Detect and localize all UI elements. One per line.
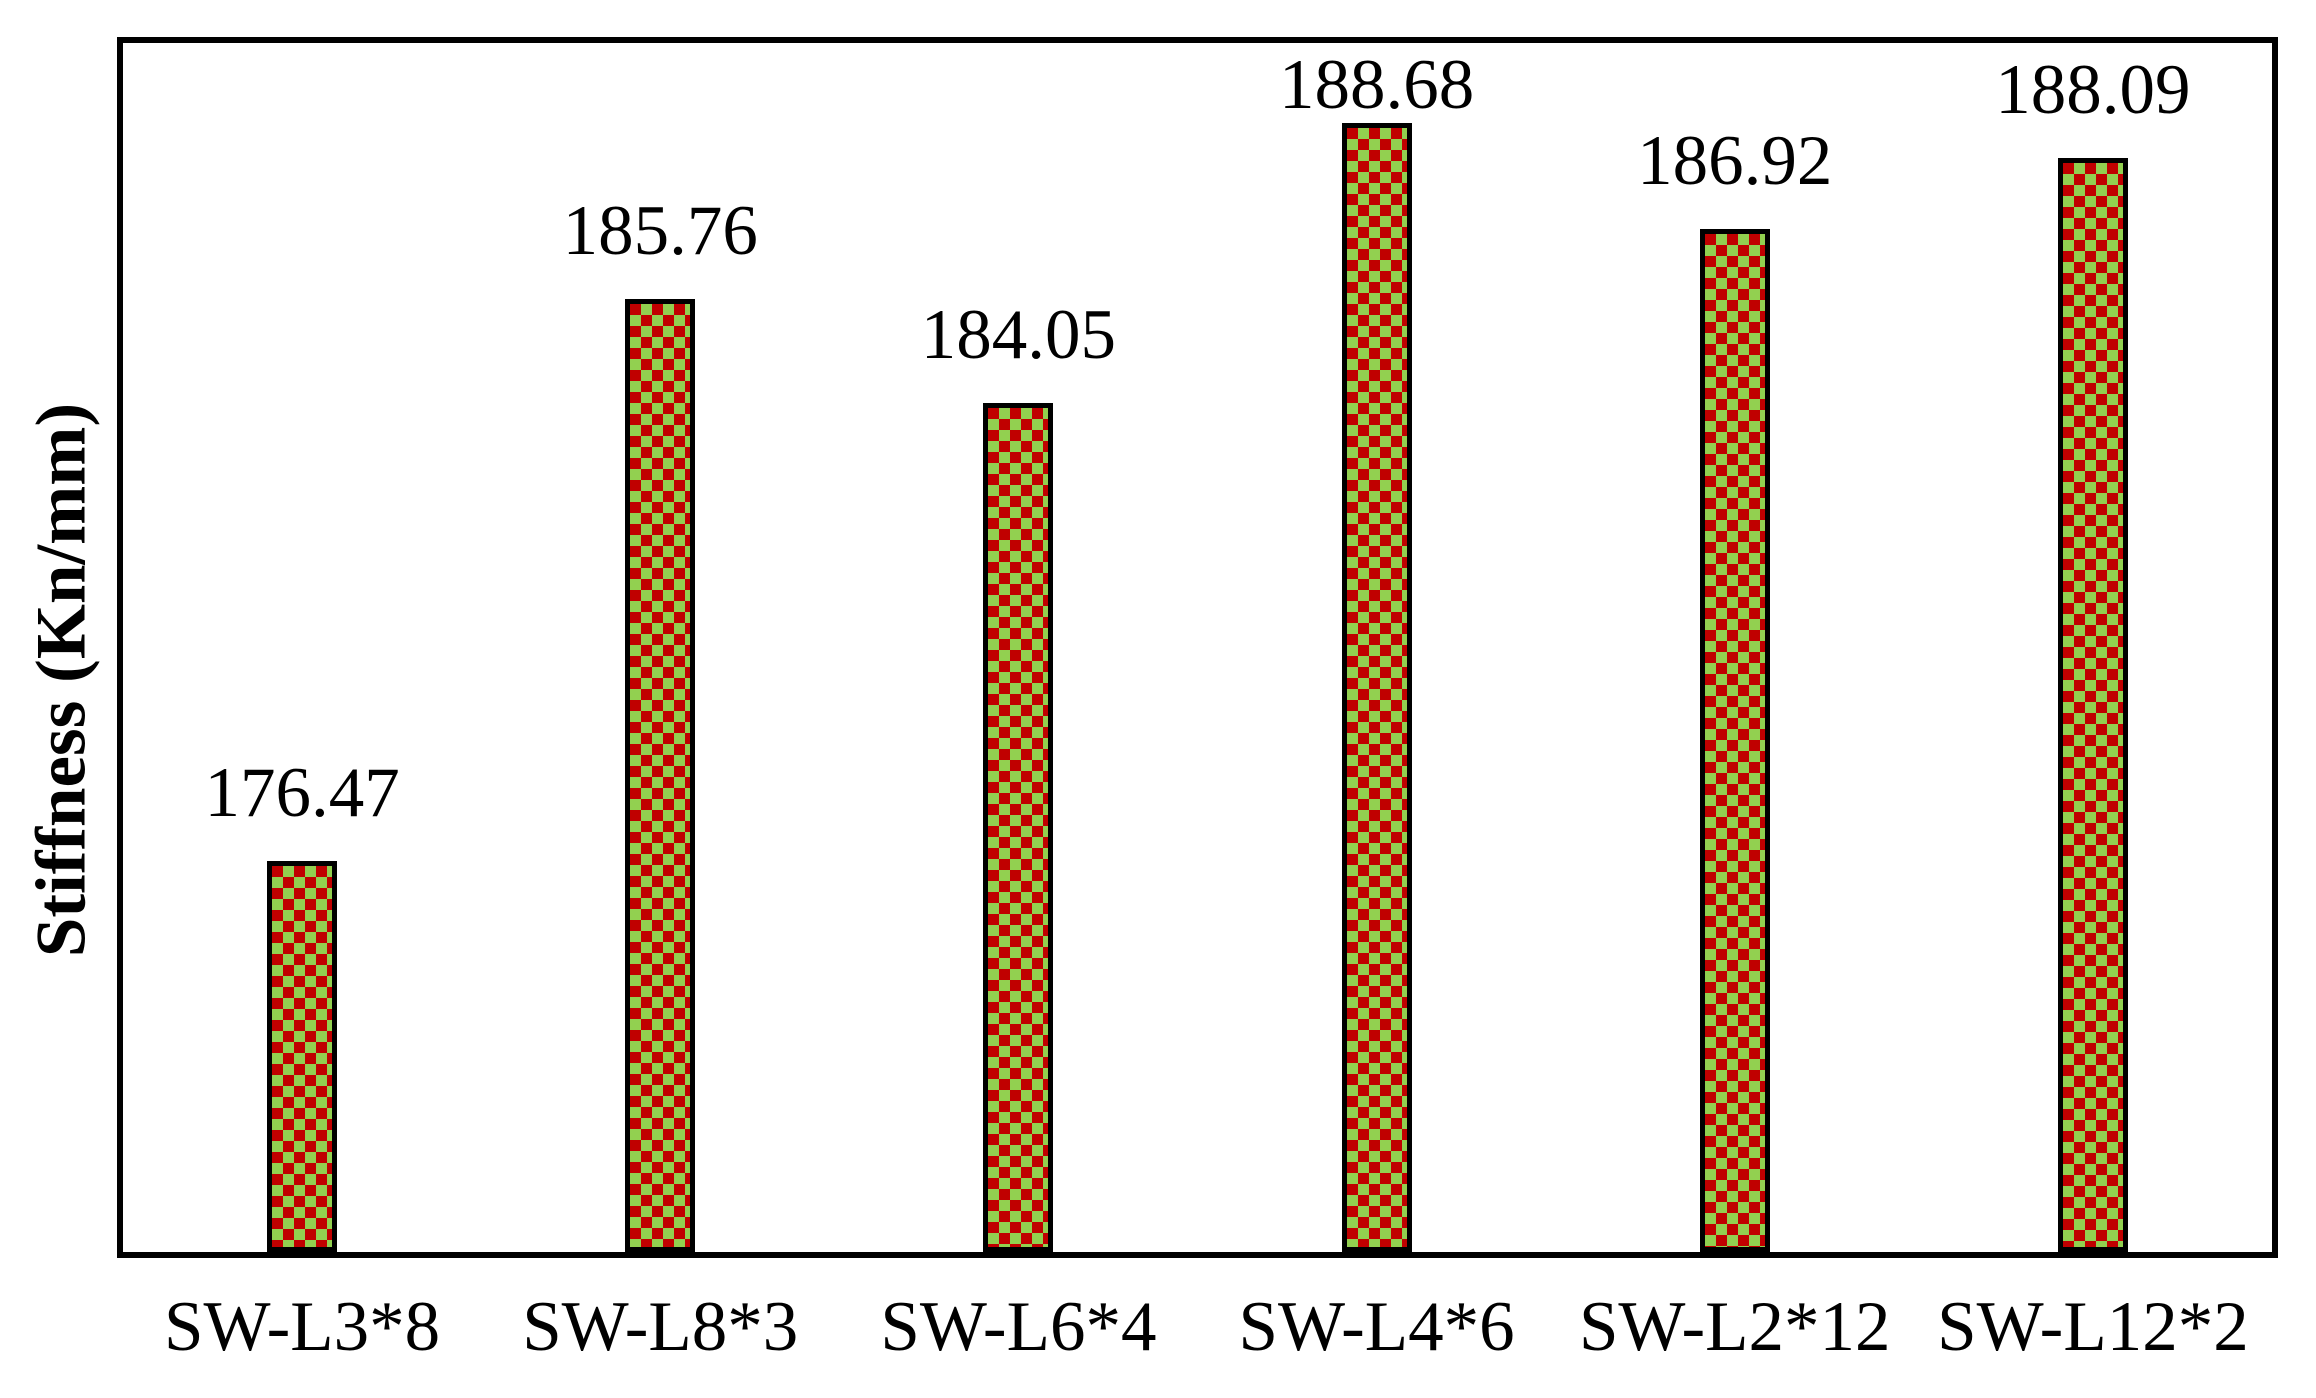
y-axis-title: Stiffness (Kn/mm) — [22, 402, 101, 958]
bar-value-label: 188.09 — [1995, 51, 2191, 129]
bars-container: 176.47 185.76 184.05 188.68 186.92 188.09 — [123, 43, 2272, 1252]
bar-value-label: 186.92 — [1637, 122, 1833, 200]
bar-value-label: 188.68 — [1278, 46, 1475, 124]
x-tick-label: SW-L2*12 — [1578, 1288, 1891, 1366]
bar-SW-L3*8 — [267, 861, 338, 1252]
bar-value-label: 184.05 — [920, 296, 1117, 374]
x-tick-label: SW-L8*3 — [522, 1288, 799, 1366]
bar-value-label: 176.47 — [204, 754, 400, 832]
x-tick-label: SW-L3*8 — [164, 1288, 441, 1366]
bar-SW-L4*6 — [1341, 123, 1412, 1252]
plot-area: 176.47 185.76 184.05 188.68 186.92 188.09 — [117, 37, 2278, 1258]
x-tick-label: SW-L4*6 — [1238, 1288, 1515, 1366]
x-tick-label: SW-L12*2 — [1937, 1288, 2249, 1366]
bar-SW-L12*2 — [2057, 158, 2128, 1252]
x-axis: SW-L3*8 SW-L8*3 SW-L6*4 SW-L4*6 SW-L2*12 SW-L… — [0, 1292, 2316, 1392]
bar-SW-L6*4 — [983, 403, 1054, 1252]
bar-value-label: 185.76 — [562, 192, 758, 270]
bar-SW-L2*12 — [1699, 229, 1770, 1252]
bar-SW-L8*3 — [625, 299, 696, 1252]
x-tick-label: SW-L6*4 — [880, 1288, 1157, 1366]
